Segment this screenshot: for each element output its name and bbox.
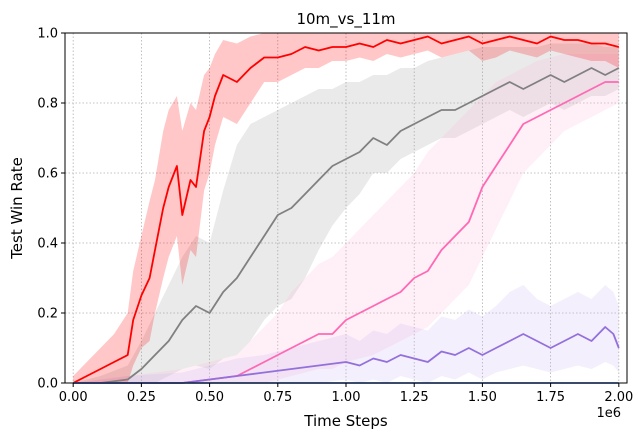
series-band-1	[73, 43, 619, 383]
x-tick-label: 0.00	[59, 390, 88, 405]
x-tick-label: 1.75	[536, 390, 565, 405]
series-line-2	[73, 81, 619, 384]
x-tick-label: 2.00	[604, 390, 633, 405]
series-line-3	[73, 326, 620, 384]
x-tick-label: 1.25	[400, 390, 429, 405]
series-band-0	[73, 33, 619, 383]
y-tick-label: 0.8	[37, 97, 58, 112]
x-axis-offset-label: 1e6	[596, 406, 621, 421]
y-axis-ticks: 0.0 0.2 0.4 0.6 0.8 1.0	[37, 27, 65, 392]
chart-title: 10m_vs_11m	[296, 10, 395, 29]
x-tick-label: 0.75	[263, 390, 292, 405]
y-tick-label: 0.0	[37, 377, 58, 392]
series-band-3	[73, 285, 619, 383]
series-band-2	[73, 54, 619, 383]
series-line-0	[72, 35, 620, 384]
y-tick-label: 1.0	[37, 27, 58, 42]
y-tick-label: 0.2	[37, 307, 58, 322]
x-axis-ticks: 0.00 0.25 0.50 0.75 1.00 1.25 1.50 1.75 2.00	[59, 383, 633, 405]
x-axis-label: Time Steps	[303, 412, 388, 430]
x-tick-label: 0.25	[127, 390, 156, 405]
x-tick-label: 1.00	[332, 390, 361, 405]
y-tick-label: 0.6	[37, 167, 58, 182]
confidence-bands	[73, 33, 619, 383]
x-tick-label: 0.50	[195, 390, 224, 405]
series-line-1	[73, 67, 620, 384]
y-tick-label: 0.4	[37, 237, 58, 252]
x-tick-label: 1.50	[468, 390, 497, 405]
y-axis-label: Test Win Rate	[8, 157, 26, 260]
